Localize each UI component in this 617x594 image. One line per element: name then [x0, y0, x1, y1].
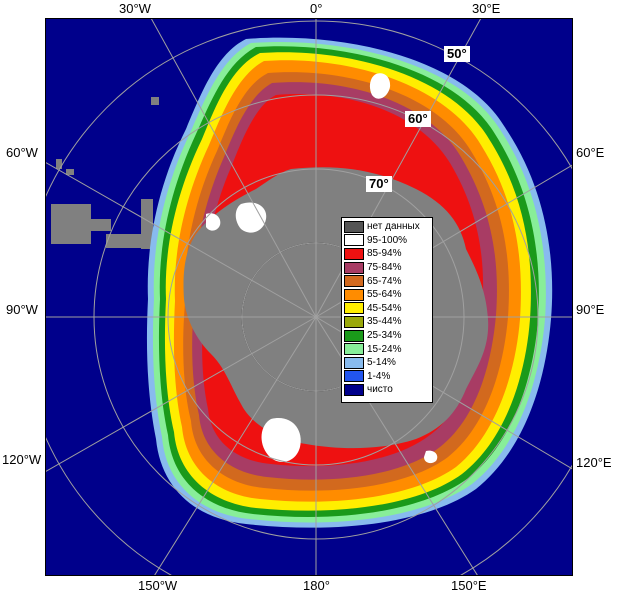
legend-row: 95-100%: [344, 234, 432, 248]
legend-swatch: [344, 275, 364, 288]
legend-label: 95-100%: [367, 234, 408, 246]
legend-row: 1-4%: [344, 370, 432, 384]
legend-label: 15-24%: [367, 343, 402, 355]
legend-swatch: [344, 315, 364, 328]
legend-label: 1-4%: [367, 370, 391, 382]
legend-swatch: [344, 370, 364, 383]
lat-label-50: 50°: [444, 46, 470, 62]
lon-label-150e: 150°E: [451, 578, 487, 593]
legend-row: 85-94%: [344, 247, 432, 261]
legend-swatch: [344, 288, 364, 301]
lon-label-30w: 30°W: [119, 1, 151, 16]
legend-label: 55-64%: [367, 289, 402, 301]
legend-row: чисто: [344, 383, 432, 397]
legend-label: 85-94%: [367, 248, 402, 260]
map-frame: 50° 60° 70° нет данных 95-100% 85-94% 75-84…: [45, 18, 573, 576]
ice-concentration-legend: нет данных 95-100% 85-94% 75-84% 65-74% 55-64…: [341, 217, 433, 403]
legend-swatch: [344, 220, 364, 233]
ice-95-100-patches: [206, 73, 438, 464]
legend-swatch: [344, 261, 364, 274]
lat-label-60: 60°: [405, 111, 431, 127]
legend-swatch: [344, 329, 364, 342]
legend-row: 45-54%: [344, 302, 432, 316]
lat-label-70: 70°: [366, 176, 392, 192]
lon-label-30e: 30°E: [472, 1, 501, 16]
legend-row: 75-84%: [344, 261, 432, 275]
lon-label-150w: 150°W: [138, 578, 178, 593]
lon-label-60e: 60°E: [576, 145, 605, 160]
legend-row: нет данных: [344, 220, 432, 234]
legend-row: 55-64%: [344, 288, 432, 302]
legend-swatch: [344, 247, 364, 260]
legend-row: 35-44%: [344, 315, 432, 329]
legend-swatch: [344, 302, 364, 315]
lon-label-0: 0°: [310, 1, 323, 16]
legend-row: 15-24%: [344, 342, 432, 356]
lon-label-90e: 90°E: [576, 302, 605, 317]
legend-label: нет данных: [367, 221, 420, 233]
legend-row: 25-34%: [344, 329, 432, 343]
lon-label-180: 180°: [303, 578, 330, 593]
legend-row: 5-14%: [344, 356, 432, 370]
legend-label: 75-84%: [367, 262, 402, 274]
legend-row: 65-74%: [344, 274, 432, 288]
land-patches-west: [51, 97, 159, 249]
legend-swatch: [344, 383, 364, 396]
legend-label: чисто: [367, 384, 393, 396]
legend-label: 45-54%: [367, 302, 402, 314]
legend-label: 25-34%: [367, 330, 402, 342]
legend-label: 5-14%: [367, 357, 396, 369]
lon-label-90w: 90°W: [6, 302, 38, 317]
legend-swatch: [344, 356, 364, 369]
lon-label-60w: 60°W: [6, 145, 38, 160]
legend-label: 35-44%: [367, 316, 402, 328]
legend-swatch: [344, 234, 364, 247]
lon-label-120e: 120°E: [576, 455, 612, 470]
legend-label: 65-74%: [367, 275, 402, 287]
legend-swatch: [344, 343, 364, 356]
lon-label-120w: 120°W: [2, 452, 42, 467]
sea-ice-map: [46, 19, 572, 575]
